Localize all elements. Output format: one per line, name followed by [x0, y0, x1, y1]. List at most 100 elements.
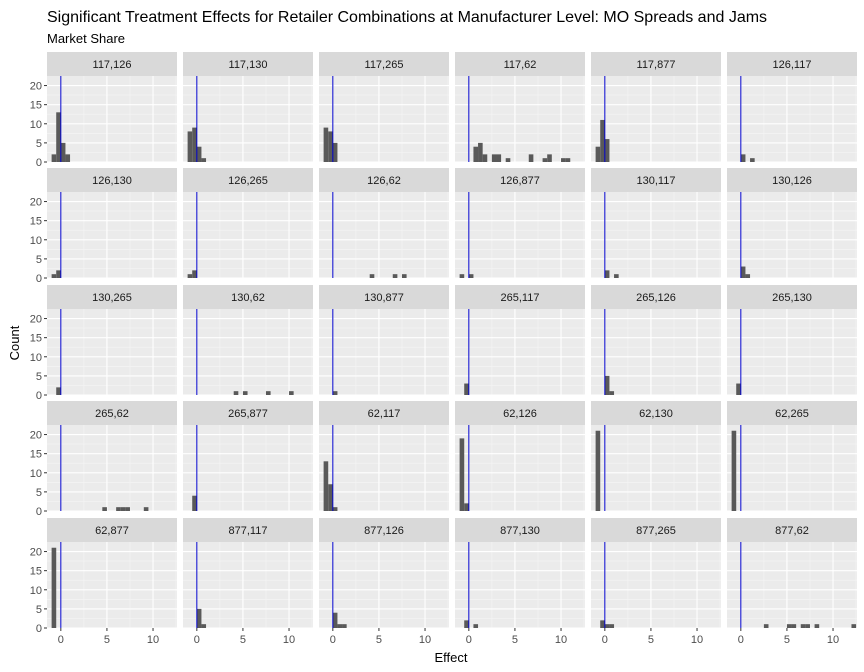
panel-background	[47, 76, 177, 162]
histogram-bar	[491, 154, 497, 162]
histogram-bar	[468, 274, 474, 278]
histogram-bar	[120, 507, 126, 511]
histogram-bar	[600, 620, 605, 628]
y-tick-label: 20	[30, 197, 42, 209]
facet-label: 117,130	[229, 59, 268, 71]
histogram-bar	[201, 158, 207, 162]
panel-background	[591, 425, 721, 511]
facet-label: 117,265	[365, 59, 404, 71]
y-tick-label: 20	[30, 430, 42, 442]
histogram-bar	[51, 274, 57, 278]
facet-panel-126-265: 126,265	[183, 168, 313, 279]
facet-strip	[455, 401, 585, 425]
facet-strip	[591, 518, 721, 542]
facet-strip	[591, 52, 721, 76]
facet-label: 126,265	[228, 175, 268, 187]
histogram-bar	[196, 608, 202, 628]
facet-panel-130-117: 130,117	[591, 168, 721, 279]
facet-panel-62-130: 62,130	[591, 401, 721, 512]
y-tick-label: 10	[30, 585, 42, 597]
histogram-bar	[102, 507, 107, 511]
facet-panel-117-62: 117,62	[455, 52, 585, 163]
histogram-bar	[478, 142, 483, 162]
histogram-bar	[851, 624, 857, 628]
facet-strip	[319, 401, 449, 425]
facet-label: 877,62	[775, 525, 809, 537]
panel-background	[455, 309, 585, 395]
facet-panel-130-62: 130,62	[183, 285, 313, 396]
histogram-bar	[740, 154, 746, 162]
x-axis-title: Effect	[434, 650, 467, 665]
panel-background	[455, 192, 585, 278]
facet-label: 117,62	[504, 59, 537, 71]
facet-panel-62-877: 62,877 0 5 10 15 20 0 5 10	[30, 518, 177, 646]
y-tick-label: 15	[30, 216, 42, 228]
histogram-bar	[464, 503, 469, 511]
x-tick-label: 10	[283, 634, 295, 646]
x-tick-label: 0	[466, 634, 472, 646]
histogram-bar	[187, 274, 193, 278]
facet-panels: 117,126 0 5 10 15 20 117,130 117,265 117,62 117,8…	[30, 52, 857, 646]
facet-strip	[47, 52, 177, 76]
y-tick-label: 20	[30, 81, 42, 93]
histogram-bar	[528, 154, 534, 162]
histogram-bar	[328, 131, 333, 162]
facet-strip	[183, 518, 313, 542]
histogram-bar	[201, 624, 207, 628]
y-tick-label: 15	[30, 100, 42, 112]
panel-background	[47, 192, 177, 278]
panel-background	[183, 542, 313, 628]
facet-strip	[591, 401, 721, 425]
facet-label: 130,62	[231, 292, 265, 304]
facet-label: 117,126	[93, 59, 132, 71]
histogram-bar	[192, 127, 197, 162]
histogram-bar	[459, 274, 465, 278]
facet-panel-877-265: 877,265 0 5 10	[591, 518, 721, 646]
y-tick-label: 0	[36, 623, 42, 635]
histogram-bar	[116, 507, 121, 511]
facet-panel-877-126: 877,126 0 5 10	[319, 518, 449, 646]
x-tick-label: 10	[555, 634, 567, 646]
facet-strip	[455, 168, 585, 192]
facet-strip	[319, 285, 449, 309]
facet-panel-117-126: 117,126 0 5 10 15 20	[30, 52, 177, 169]
histogram-bar	[323, 461, 329, 511]
panel-background	[727, 309, 857, 395]
histogram-bar	[187, 131, 193, 162]
facet-panel-126-62: 126,62	[319, 168, 449, 279]
histogram-bar	[369, 274, 375, 278]
panel-background	[727, 425, 857, 511]
facet-strip	[183, 401, 313, 425]
histogram-bar	[332, 507, 338, 511]
histogram-bar	[609, 391, 615, 395]
histogram-bar	[459, 438, 465, 511]
facet-strip	[47, 518, 177, 542]
histogram-bar	[265, 391, 271, 395]
histogram-bar	[595, 430, 601, 511]
panel-background	[455, 425, 585, 511]
facet-strip	[319, 518, 449, 542]
histogram-bar	[786, 624, 792, 628]
histogram-bar	[800, 624, 806, 628]
facet-panel-130-877: 130,877	[319, 285, 449, 396]
panel-background	[591, 76, 721, 162]
histogram-bar	[332, 142, 338, 162]
facet-label: 130,117	[637, 175, 676, 187]
panel-background	[183, 192, 313, 278]
facet-label: 126,117	[773, 59, 812, 71]
histogram-bar	[731, 430, 737, 511]
facet-panel-117-877: 117,877	[591, 52, 721, 163]
panel-background	[455, 542, 585, 628]
facet-label: 265,877	[228, 408, 268, 420]
facet-label: 130,265	[92, 292, 132, 304]
y-axis-title: Count	[7, 325, 22, 360]
y-tick-label: 0	[36, 506, 42, 518]
histogram-bar	[323, 127, 329, 162]
histogram-bar	[482, 154, 488, 162]
facet-panel-265-130: 265,130	[727, 285, 857, 396]
histogram-bar	[332, 391, 338, 395]
facet-panel-126-117: 126,117	[727, 52, 857, 163]
y-tick-label: 20	[30, 547, 42, 559]
x-tick-label: 0	[738, 634, 744, 646]
facet-panel-117-130: 117,130	[183, 52, 313, 163]
